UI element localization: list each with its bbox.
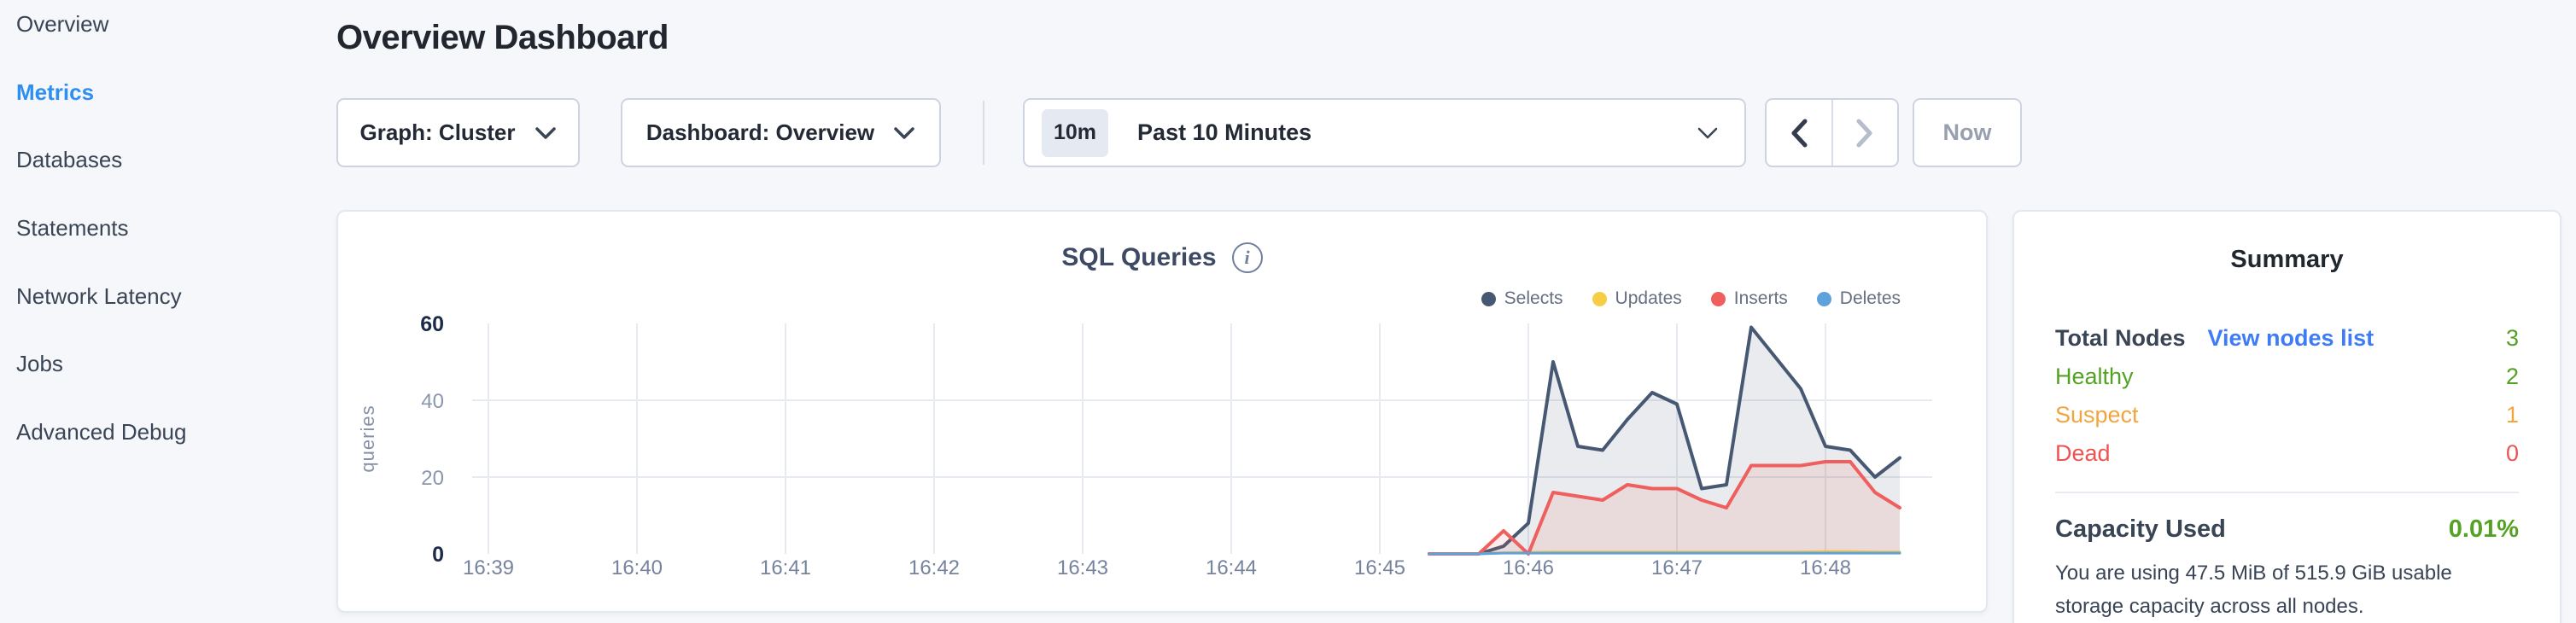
time-range-badge: 10m	[1042, 108, 1109, 157]
series-line-inserts	[1428, 460, 1901, 556]
summary-title: Summary	[2230, 246, 2344, 273]
sql-queries-chart: 16:39 16:40 16:41 16:42 16:43 16:44 16:45 16:46…	[357, 312, 1932, 579]
summary-node-rows: Total Nodes View nodes list 3 Healthy 2 Suspe…	[2055, 319, 2519, 473]
x-axis-label: 16:41	[760, 556, 811, 579]
summary-row-value: 1	[2505, 402, 2519, 428]
summary-row-label-group: Total Nodes View nodes list	[2055, 325, 2374, 352]
x-axis-label: 16:42	[908, 556, 960, 579]
previous-range-button[interactable]	[1767, 100, 1831, 166]
x-axis-label: 16:44	[1206, 556, 1257, 579]
y-axis-label: 0	[432, 543, 444, 567]
sidebar-item-network-latency[interactable]: Network Latency	[16, 282, 182, 309]
summary-row-value: 0	[2505, 440, 2519, 466]
summary-row-value: 3	[2505, 325, 2519, 351]
legend-label: Updates	[1615, 288, 1682, 308]
summary-row-dead: Dead 0	[2055, 434, 2519, 473]
summary-panel: Summary Total Nodes View nodes list 3 Healt…	[2012, 210, 2561, 623]
summary-row-total-nodes: Total Nodes View nodes list 3	[2055, 319, 2519, 358]
legend-dot-deletes	[1816, 291, 1831, 306]
sidebar-item-metrics[interactable]: Metrics	[16, 79, 95, 105]
sidebar-item-jobs[interactable]: Jobs	[16, 351, 63, 377]
info-icon[interactable]: i	[1231, 242, 1263, 273]
y-axis-title: queries	[357, 405, 378, 472]
legend-item-updates[interactable]: Updates	[1592, 288, 1682, 309]
y-axis-label: 60	[420, 312, 444, 336]
chevron-left-icon	[1791, 119, 1808, 147]
legend-dot-updates	[1592, 291, 1607, 306]
series-area-inserts	[1429, 462, 1900, 554]
summary-row-healthy: Healthy 2	[2055, 358, 2519, 396]
dashboard-dropdown-label: Dashboard: Overview	[645, 119, 875, 145]
sidebar-item-overview[interactable]: Overview	[16, 11, 109, 38]
controls-divider	[983, 101, 984, 165]
summary-row-label: Healthy	[2055, 364, 2134, 389]
sql-queries-card: SQL Queries i Selects Updates Inserts Delet…	[336, 210, 1988, 613]
summary-row-label-group: Suspect	[2055, 402, 2139, 428]
summary-row-label-group: Healthy	[2055, 364, 2134, 390]
now-button[interactable]: Now	[1913, 98, 2022, 167]
time-range-label: Past 10 Minutes	[1137, 119, 1312, 145]
capacity-used-value: 0.01%	[2448, 515, 2519, 543]
series-line-deletes	[1428, 551, 1901, 556]
chart-legend: Selects Updates Inserts Deletes	[1481, 288, 1901, 309]
x-axis-label: 16:48	[1800, 556, 1851, 579]
legend-label: Inserts	[1733, 288, 1788, 308]
capacity-used-row: Capacity Used 0.01%	[2055, 515, 2519, 544]
y-axis-label: 40	[421, 390, 444, 413]
sidebar-item-databases[interactable]: Databases	[16, 147, 123, 173]
y-axis-label: 20	[421, 467, 444, 490]
time-pager	[1765, 98, 1899, 167]
summary-row-label: Dead	[2055, 440, 2111, 466]
x-axis-label: 16:43	[1057, 556, 1108, 579]
chevron-down-icon	[1697, 127, 1718, 138]
chevron-down-icon	[894, 126, 914, 139]
summary-row-label-group: Dead	[2055, 440, 2111, 467]
legend-label: Selects	[1504, 288, 1563, 308]
legend-item-deletes[interactable]: Deletes	[1816, 288, 1901, 309]
summary-row-label: Suspect	[2055, 402, 2139, 428]
series-line-selects	[1428, 325, 1901, 556]
summary-row-suspect: Suspect 1	[2055, 396, 2519, 434]
chart-title: SQL Queries	[1061, 243, 1217, 271]
summary-row-value: 2	[2505, 364, 2519, 389]
legend-dot-selects	[1481, 291, 1496, 306]
series-area-selects	[1429, 327, 1900, 554]
page-title: Overview Dashboard	[336, 19, 669, 56]
x-axis-label: 16:46	[1503, 556, 1554, 579]
chevron-right-icon	[1856, 119, 1872, 147]
x-axis-label: 16:45	[1354, 556, 1405, 579]
summary-row-label: Total Nodes	[2055, 325, 2186, 351]
legend-item-inserts[interactable]: Inserts	[1710, 288, 1788, 309]
x-axis-label: 16:40	[611, 556, 663, 579]
sidebar: Overview Metrics Databases Statements Networ…	[0, 0, 187, 623]
x-axis-label: 16:39	[463, 556, 514, 579]
sidebar-item-advanced-debug[interactable]: Advanced Debug	[16, 418, 187, 445]
summary-divider	[2055, 492, 2519, 493]
legend-dot-inserts	[1710, 291, 1726, 306]
chevron-down-icon	[534, 126, 556, 139]
graph-dropdown-label: Graph: Cluster	[359, 119, 516, 145]
sidebar-nav: Overview Metrics Databases Statements Networ…	[0, 0, 187, 466]
capacity-description: You are using 47.5 MiB of 515.9 GiB usab…	[2055, 562, 2452, 618]
graph-dropdown[interactable]: Graph: Cluster	[336, 98, 580, 167]
sidebar-item-statements[interactable]: Statements	[16, 215, 129, 242]
legend-label: Deletes	[1839, 288, 1901, 308]
x-axis-label: 16:47	[1651, 556, 1703, 579]
time-range-selector[interactable]: 10m Past 10 Minutes	[1023, 98, 1746, 167]
legend-item-selects[interactable]: Selects	[1481, 288, 1563, 309]
next-range-button[interactable]	[1831, 100, 1898, 166]
view-nodes-list-link[interactable]: View nodes list	[2207, 325, 2374, 351]
chart-header: SQL Queries i	[338, 242, 1986, 273]
dashboard-dropdown[interactable]: Dashboard: Overview	[621, 98, 941, 167]
capacity-used-label: Capacity Used	[2055, 515, 2226, 543]
